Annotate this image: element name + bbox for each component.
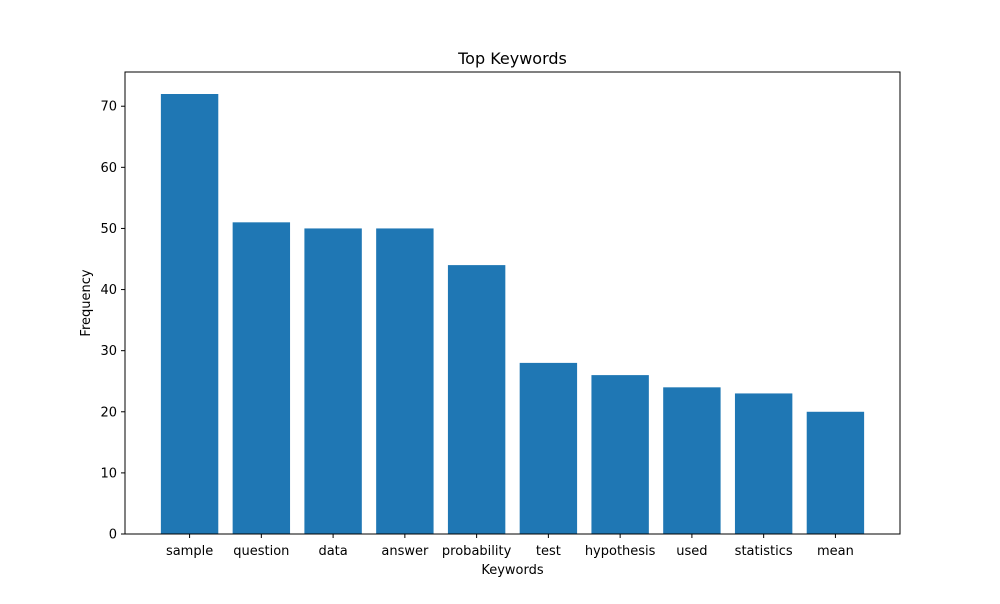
x-tick-label: probability <box>442 544 512 559</box>
bar-used <box>663 387 721 534</box>
plot-area-frame <box>124 71 901 535</box>
x-tick-label: question <box>233 544 289 559</box>
bar-hypothesis <box>591 375 649 534</box>
y-tick-label: 40 <box>100 283 117 298</box>
bars-group <box>160 94 865 534</box>
y-tick-label: 30 <box>100 344 117 359</box>
bar-test <box>519 362 578 534</box>
y-tick-label: 10 <box>100 466 117 481</box>
y-tick-label: 70 <box>100 100 117 115</box>
y-axis-title: Frequency <box>79 269 94 336</box>
x-tick-label: sample <box>166 544 213 559</box>
chart-title: Top Keywords <box>457 49 567 68</box>
bar-data <box>304 228 362 534</box>
bar-sample <box>160 94 219 534</box>
bar-statistics <box>734 393 793 534</box>
bar-question <box>232 222 291 534</box>
y-tick-label: 50 <box>100 222 117 237</box>
bar-probability <box>447 265 506 534</box>
x-axis-ticks: sample question data answer probability test h… <box>166 534 854 559</box>
x-tick-label: answer <box>381 544 429 559</box>
x-tick-label: data <box>318 544 347 559</box>
y-tick-label: 60 <box>100 161 117 176</box>
bar-answer <box>376 228 434 534</box>
x-tick-label: statistics <box>735 544 793 559</box>
x-tick-label: mean <box>817 544 854 559</box>
y-axis-ticks: 0 10 20 30 40 50 60 70 <box>100 100 125 543</box>
y-tick-label: 0 <box>109 528 117 543</box>
x-tick-label: test <box>536 544 561 559</box>
x-tick-label: used <box>676 544 707 559</box>
y-tick-label: 20 <box>100 405 117 420</box>
x-tick-label: hypothesis <box>585 544 656 559</box>
x-axis-title: Keywords <box>481 563 544 578</box>
bar-mean <box>806 411 865 534</box>
